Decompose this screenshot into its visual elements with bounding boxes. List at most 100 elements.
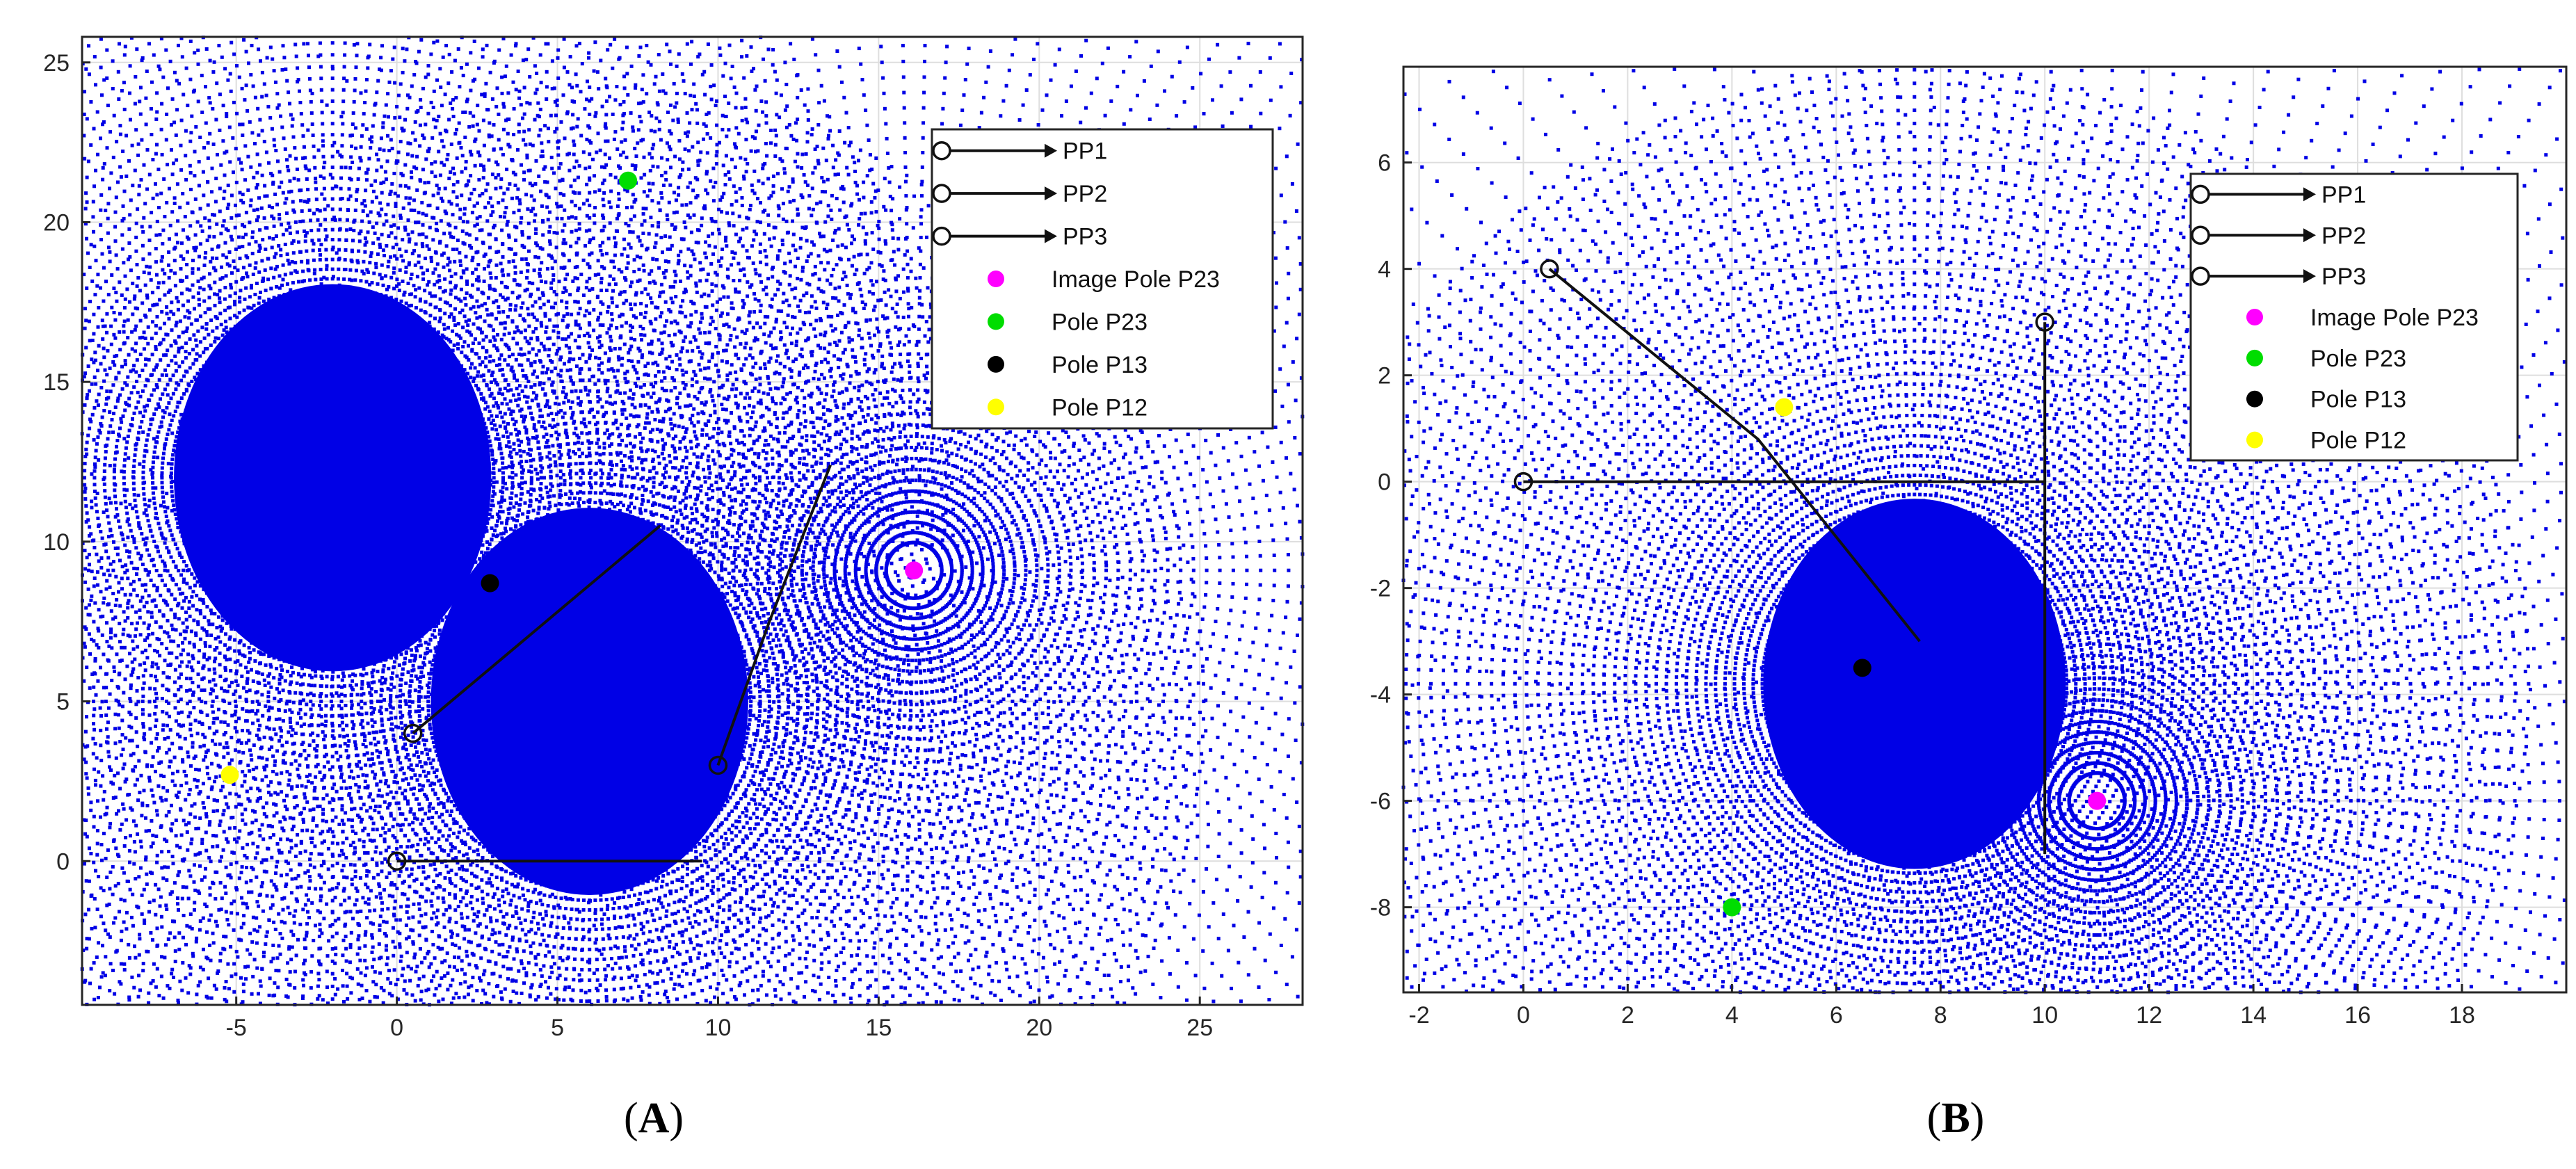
field-point bbox=[739, 236, 743, 241]
field-point bbox=[1104, 568, 1109, 572]
field-point bbox=[387, 115, 390, 119]
field-point bbox=[813, 147, 817, 152]
field-point bbox=[806, 668, 810, 672]
field-point bbox=[1006, 606, 1010, 610]
field-point bbox=[883, 846, 887, 850]
field-point bbox=[396, 978, 400, 981]
field-point bbox=[1049, 766, 1054, 771]
field-point bbox=[814, 53, 818, 57]
field-point bbox=[782, 726, 786, 729]
field-point bbox=[823, 398, 827, 402]
field-point bbox=[844, 609, 848, 613]
field-point bbox=[447, 52, 451, 56]
field-point bbox=[800, 494, 804, 498]
field-point bbox=[1050, 994, 1054, 998]
field-point bbox=[858, 939, 861, 943]
field-point bbox=[783, 261, 787, 266]
field-point bbox=[867, 138, 871, 143]
field-point bbox=[864, 561, 869, 565]
field-point bbox=[1148, 662, 1152, 666]
field-point bbox=[435, 39, 440, 43]
field-point bbox=[810, 434, 814, 438]
field-point bbox=[846, 588, 850, 592]
field-point bbox=[762, 805, 766, 809]
field-point bbox=[828, 129, 832, 133]
field-point bbox=[1105, 823, 1109, 827]
field-point bbox=[844, 527, 848, 531]
field-point bbox=[737, 462, 741, 467]
field-point bbox=[867, 646, 871, 650]
field-point bbox=[850, 700, 854, 704]
field-point bbox=[985, 694, 989, 698]
field-point bbox=[557, 998, 561, 1001]
field-point bbox=[782, 772, 787, 776]
field-point bbox=[925, 615, 929, 619]
field-point bbox=[634, 86, 638, 90]
field-point bbox=[748, 310, 752, 314]
field-point bbox=[818, 531, 822, 535]
field-point bbox=[827, 641, 831, 645]
field-point bbox=[95, 284, 99, 288]
field-point bbox=[803, 592, 807, 596]
field-point bbox=[873, 941, 877, 945]
field-point bbox=[631, 125, 635, 129]
field-point bbox=[976, 841, 980, 845]
field-point bbox=[1143, 969, 1148, 973]
field-point bbox=[838, 539, 842, 543]
field-point bbox=[1005, 902, 1009, 906]
field-point bbox=[439, 85, 443, 89]
field-point bbox=[659, 236, 663, 240]
field-point bbox=[842, 95, 846, 99]
field-point bbox=[284, 702, 289, 706]
field-point bbox=[797, 499, 801, 503]
field-point bbox=[869, 477, 873, 481]
field-point bbox=[718, 939, 723, 943]
field-point bbox=[1047, 706, 1051, 710]
field-point bbox=[743, 396, 747, 400]
field-point bbox=[382, 988, 386, 992]
field-point bbox=[636, 235, 641, 239]
field-point bbox=[843, 568, 847, 572]
field-point bbox=[335, 251, 339, 255]
field-point bbox=[960, 670, 964, 674]
field-point bbox=[1060, 650, 1064, 654]
field-point bbox=[870, 488, 874, 492]
field-point bbox=[857, 765, 861, 769]
field-point bbox=[1166, 568, 1170, 572]
field-point bbox=[879, 450, 883, 454]
field-point bbox=[618, 314, 622, 319]
field-point bbox=[856, 586, 860, 589]
field-point bbox=[608, 401, 612, 405]
field-point bbox=[831, 529, 835, 533]
field-point bbox=[916, 749, 920, 752]
field-point bbox=[853, 410, 858, 414]
field-point bbox=[821, 524, 826, 528]
field-point bbox=[611, 463, 614, 467]
field-point bbox=[1258, 583, 1262, 587]
field-point bbox=[1260, 741, 1264, 745]
field-point bbox=[807, 652, 811, 656]
field-point bbox=[802, 456, 806, 460]
field-point bbox=[137, 953, 141, 957]
field-point bbox=[851, 309, 855, 313]
field-point bbox=[1173, 913, 1177, 917]
field-point bbox=[1141, 750, 1145, 755]
field-point bbox=[894, 848, 899, 851]
field-point bbox=[1085, 869, 1089, 873]
field-point bbox=[595, 986, 599, 990]
field-point bbox=[1046, 574, 1050, 578]
field-point bbox=[833, 558, 837, 563]
field-point bbox=[906, 835, 910, 839]
field-point bbox=[960, 568, 964, 572]
field-point bbox=[145, 600, 149, 604]
field-point bbox=[1228, 841, 1232, 846]
field-point bbox=[760, 723, 764, 727]
field-point bbox=[866, 532, 870, 536]
field-point bbox=[288, 225, 292, 229]
field-point bbox=[896, 315, 900, 319]
field-point bbox=[621, 150, 625, 154]
field-point bbox=[1164, 600, 1168, 604]
field-point bbox=[1251, 640, 1255, 645]
field-point bbox=[970, 573, 974, 577]
field-point bbox=[1133, 835, 1137, 839]
